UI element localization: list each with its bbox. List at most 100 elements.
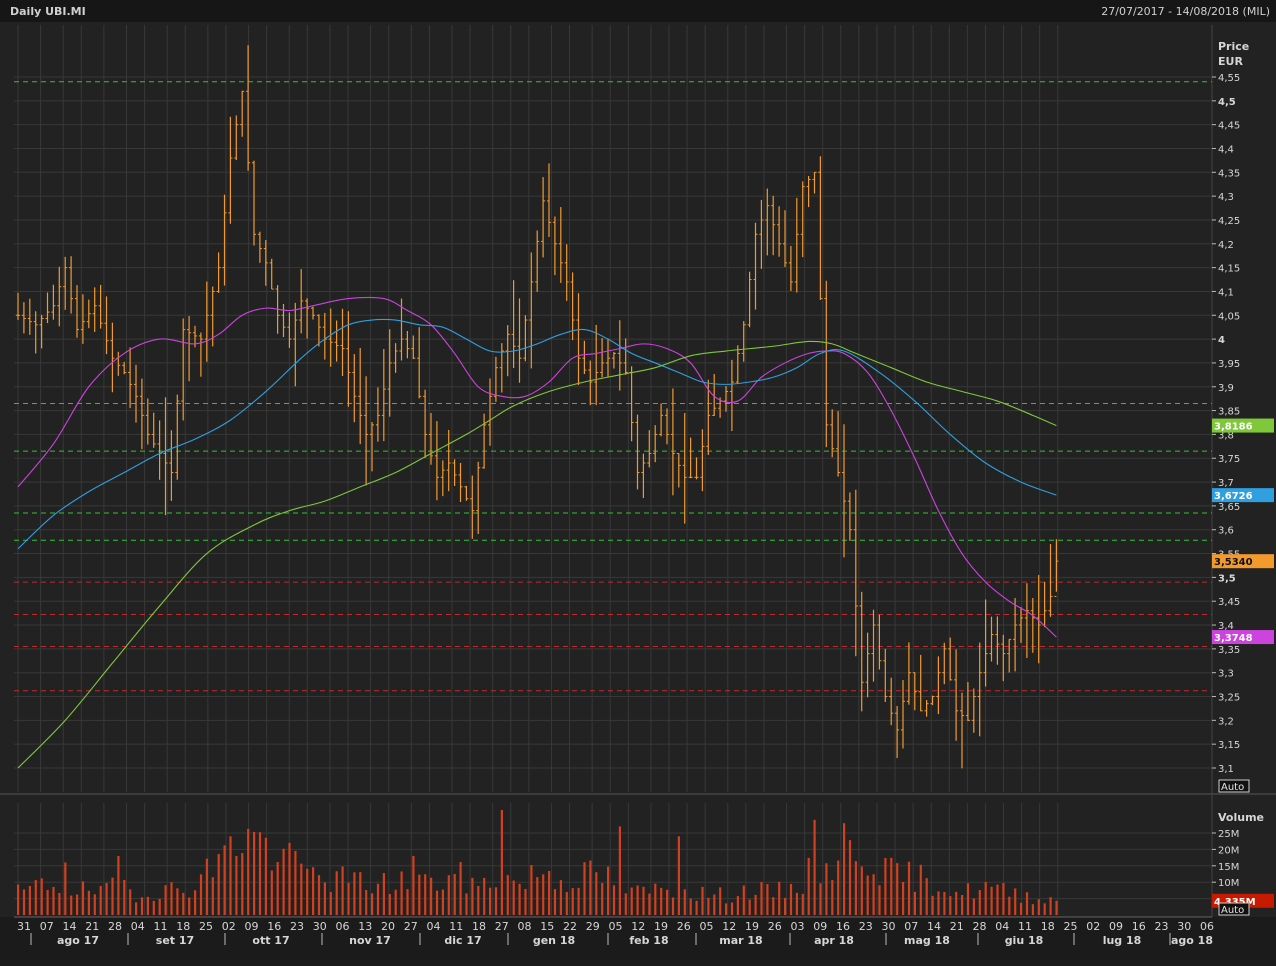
volume-tick-label: 25M: [1218, 829, 1239, 840]
volume-bar: [22, 889, 26, 915]
x-day-tick-label: 23: [1155, 920, 1169, 933]
volume-bar: [270, 870, 273, 915]
y-tick-label: 4,35: [1218, 168, 1240, 179]
volume-bar: [1037, 899, 1040, 915]
volume-bar: [17, 884, 20, 915]
x-day-tick-label: 30: [313, 920, 327, 933]
y-tick-label: 4,4: [1218, 144, 1234, 155]
x-day-tick-label: 28: [108, 920, 122, 933]
volume-bar: [282, 848, 285, 915]
y-tick-label: 3,25: [1218, 693, 1240, 704]
volume-bar: [117, 855, 120, 915]
volume-bar: [506, 875, 509, 915]
volume-bar: [87, 890, 90, 915]
volume-bar: [76, 894, 79, 915]
y-tick-label: 3,85: [1218, 407, 1240, 418]
volume-tick-label: 15M: [1218, 862, 1239, 873]
volume-bar: [317, 875, 321, 915]
volume-bar: [654, 883, 657, 915]
volume-bar: [158, 898, 161, 915]
volume-bar: [223, 845, 226, 915]
volume-bar: [624, 893, 627, 915]
y-tick-label: 4,15: [1218, 264, 1240, 275]
x-month-tick-label: mag 18: [904, 934, 950, 947]
volume-bar: [253, 831, 256, 915]
volume-bar: [441, 889, 444, 915]
x-day-tick-label: 28: [973, 920, 987, 933]
volume-bar: [612, 885, 616, 915]
volume-bar: [583, 862, 586, 915]
ma-line-blue-value-tag: [1212, 488, 1274, 503]
x-day-tick-label: 31: [17, 920, 31, 933]
volume-bar: [902, 881, 905, 915]
volume-bar: [312, 867, 315, 915]
y-tick-label: 4,5: [1218, 97, 1236, 108]
y-tick-label: 3,75: [1218, 454, 1240, 465]
volume-bar: [176, 888, 179, 915]
volume-bar: [695, 900, 698, 915]
volume-tick-label: 20M: [1218, 845, 1239, 856]
volume-auto-button: [1218, 902, 1250, 916]
volume-bar: [872, 874, 875, 915]
x-day-tick-label: 12: [631, 920, 645, 933]
y-tick-label: 3,8: [1218, 430, 1234, 441]
y-tick-label: 3,65: [1218, 502, 1240, 513]
volume-tick-label: 10M: [1218, 878, 1239, 889]
volume-bar: [1043, 903, 1046, 915]
volume-bar: [418, 874, 421, 915]
volume-bar: [353, 872, 356, 915]
x-month-tick-label: apr 18: [814, 934, 854, 947]
volume-bar: [111, 877, 114, 915]
y-tick-label: 3,1: [1218, 764, 1234, 775]
volume-bar: [247, 828, 250, 915]
ma-line-green-value-text: 3,8186: [1214, 422, 1253, 433]
volume-bar: [819, 883, 822, 915]
volume-auto-button-label[interactable]: Auto: [1221, 905, 1244, 916]
x-day-tick-label: 04: [427, 920, 441, 933]
volume-bar: [335, 871, 338, 915]
volume-bar: [483, 877, 486, 915]
y-tick-label: 3,4: [1218, 621, 1234, 632]
volume-bar: [677, 836, 680, 915]
volume-bar: [276, 862, 279, 915]
volume-bar: [766, 884, 769, 915]
volume-bar: [784, 897, 787, 915]
price-auto-button-label[interactable]: Auto: [1221, 782, 1244, 793]
volume-bar: [524, 888, 527, 915]
volume-bar: [713, 894, 716, 915]
volume-bar: [341, 866, 344, 915]
x-day-tick-label: 06: [336, 920, 350, 933]
volume-bar: [235, 855, 238, 915]
volume-bar: [530, 865, 533, 915]
volume-bar: [719, 887, 722, 915]
volume-bar: [937, 891, 940, 915]
x-day-tick-label: 02: [222, 920, 236, 933]
volume-bar: [347, 882, 350, 915]
y-tick-label: 4,1: [1218, 287, 1234, 298]
volume-bar: [565, 891, 568, 915]
x-month-tick-label: ott 17: [252, 934, 289, 947]
volume-bar: [671, 897, 675, 915]
volume-bar: [931, 895, 934, 915]
volume-bar: [772, 897, 775, 915]
volume-bar: [618, 826, 621, 915]
volume-bar: [406, 889, 409, 915]
volume-bar: [70, 895, 73, 915]
volume-bar: [878, 885, 881, 915]
volume-bar: [754, 894, 757, 915]
volume-bar: [388, 893, 391, 915]
volume-bar: [129, 889, 132, 915]
x-day-tick-label: 25: [1064, 920, 1078, 933]
ma-line-magenta-value-tag: [1212, 630, 1274, 645]
x-day-tick-label: 05: [700, 920, 714, 933]
x-day-tick-label: 18: [472, 920, 486, 933]
volume-bar: [896, 863, 899, 915]
price-bars: [16, 45, 1059, 769]
x-day-tick-label: 02: [1086, 920, 1100, 933]
price-volume-chart[interactable]: 4,55 4,5 4,45 4,4 4,35 4,3 4,25 4,2 4,15 4,1 4,05 4…: [0, 22, 1276, 966]
volume-bar: [571, 888, 574, 915]
volume-bar: [955, 891, 958, 915]
volume-bar: [1031, 904, 1034, 915]
volume-bar: [919, 864, 922, 915]
x-day-tick-label: 12: [722, 920, 736, 933]
